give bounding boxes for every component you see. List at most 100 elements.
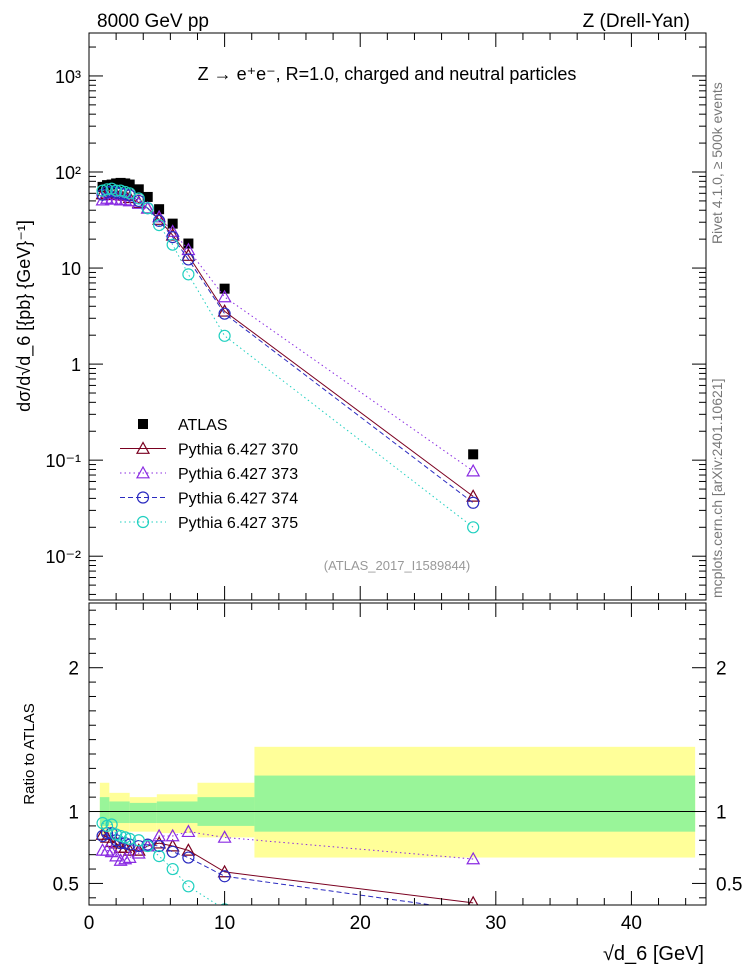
data-point — [182, 268, 195, 281]
data-point — [118, 192, 133, 206]
y-tick-label-ratio-right: 1 — [716, 803, 727, 824]
y-tick-label-main: 10⁻² — [45, 547, 81, 567]
rivet-label: Rivet 4.1.0, ≥ 500k events — [709, 82, 725, 244]
data-point — [467, 496, 480, 509]
data-point — [140, 200, 155, 214]
data-point — [182, 253, 195, 266]
series-4 — [96, 182, 480, 534]
header-left: 8000 GeV pp — [97, 11, 209, 32]
data-point — [110, 184, 123, 197]
data-point — [218, 329, 231, 342]
ratio-point — [141, 839, 154, 853]
data-point — [166, 238, 179, 251]
series-3 — [96, 185, 480, 509]
y-axis-label-main: dσ/d√d_6 [{pb} {GeV}⁻¹] — [14, 220, 35, 412]
y-tick-label-main: 10³ — [55, 67, 81, 87]
ratio-point — [104, 844, 119, 858]
ratio-point — [114, 829, 127, 843]
legend-label: ATLAS — [178, 417, 228, 434]
x-tick-label: 10 — [214, 913, 235, 934]
y-tick-label-main: 10 — [61, 259, 81, 279]
legend-label: Pythia 6.427 375 — [178, 515, 298, 532]
x-tick-label: 40 — [621, 913, 642, 934]
header-right: Z (Drell-Yan) — [583, 11, 690, 32]
band-stat — [254, 775, 696, 832]
y-tick-label-ratio-right: 0.5 — [716, 874, 742, 895]
ratio-point — [182, 880, 195, 893]
x-tick-label: 30 — [485, 913, 506, 934]
ratio-point — [471, 904, 476, 905]
data-point — [124, 179, 135, 190]
ratio-point — [217, 830, 232, 843]
data-point — [113, 187, 128, 201]
legend-marker — [135, 441, 151, 454]
data-point — [167, 218, 178, 229]
ratio-point — [131, 845, 146, 859]
legend-marker — [136, 515, 150, 529]
data-point — [466, 463, 481, 477]
ratio-point — [468, 925, 479, 936]
ratio-point — [153, 850, 166, 863]
legend: ATLAS Pythia 6.427 370 Pythia 6.427 373 Pyt… — [120, 417, 298, 532]
ratio-point — [165, 838, 180, 852]
data-point — [153, 219, 166, 232]
data-point — [152, 212, 167, 225]
ratio-point — [181, 843, 196, 856]
y-tick-label-ratio-right: 2 — [716, 659, 727, 680]
data-point — [181, 242, 196, 256]
data-point — [468, 449, 479, 460]
legend-marker — [138, 419, 148, 429]
band-stat — [109, 801, 130, 824]
y-tick-label-ratio: 0.5 — [53, 874, 79, 895]
analysis-id: (ATLAS_2017_I1589844) — [324, 558, 470, 573]
data-point — [141, 202, 154, 215]
ratio-point — [100, 830, 115, 843]
y-axis-label-ratio: Ratio to ATLAS — [21, 703, 38, 804]
ratio-point — [132, 834, 145, 847]
ratio-point — [105, 818, 118, 831]
ratio-point — [218, 870, 231, 883]
data-point — [133, 184, 144, 195]
ratio-point — [181, 824, 196, 838]
ratio-point — [165, 828, 180, 842]
ratio-point — [123, 832, 136, 845]
ratio-point — [100, 819, 114, 833]
ratio-panel: 0 10 20 30 40 0.5 0.5 1 1 2 2 Ratio to ATLAS — [21, 602, 742, 936]
legend-label: Pythia 6.427 370 — [178, 442, 298, 459]
chart-title: Z → e⁺e⁻, R=1.0, charged and neutral par… — [198, 64, 577, 84]
data-point — [96, 184, 109, 197]
data-point — [218, 307, 231, 320]
band-stat — [129, 802, 157, 824]
legend-label: Pythia 6.427 374 — [178, 491, 298, 508]
x-tick-label: 0 — [84, 913, 95, 934]
ratio-point — [109, 835, 124, 849]
ratio-point — [166, 862, 179, 876]
band-stat — [156, 801, 198, 824]
series-2 — [95, 191, 481, 477]
data-point — [100, 191, 115, 204]
legend-label: Pythia 6.427 373 — [178, 466, 298, 483]
main-panel: 10³ 10² 10 1 10⁻¹ 10⁻² Z → e⁺e⁻, R=1.0, charg… — [14, 32, 707, 601]
mcplots-label: mcplots.cern.ch [arXiv:2401.10621] — [709, 379, 725, 598]
data-point — [153, 214, 166, 227]
y-tick-label-ratio: 2 — [68, 659, 79, 680]
x-tick-label: 20 — [350, 913, 371, 934]
ratio-point — [466, 851, 481, 865]
data-point — [219, 283, 230, 294]
series-line — [102, 197, 474, 472]
legend-marker — [136, 491, 150, 504]
ratio-point — [122, 850, 137, 863]
ratio-point — [113, 853, 128, 866]
data-point — [217, 289, 232, 303]
legend-marker — [135, 465, 151, 479]
main-frame — [88, 32, 707, 601]
y-tick-label-main: 1 — [71, 355, 81, 375]
y-tick-label-main: 10² — [55, 163, 81, 183]
ratio-point — [166, 845, 179, 858]
y-tick-label-ratio: 1 — [68, 803, 79, 824]
data-point — [217, 304, 232, 317]
ratio-point — [152, 835, 167, 849]
x-axis-label: √d_6 [GeV] — [603, 943, 704, 965]
data-point — [123, 187, 136, 200]
